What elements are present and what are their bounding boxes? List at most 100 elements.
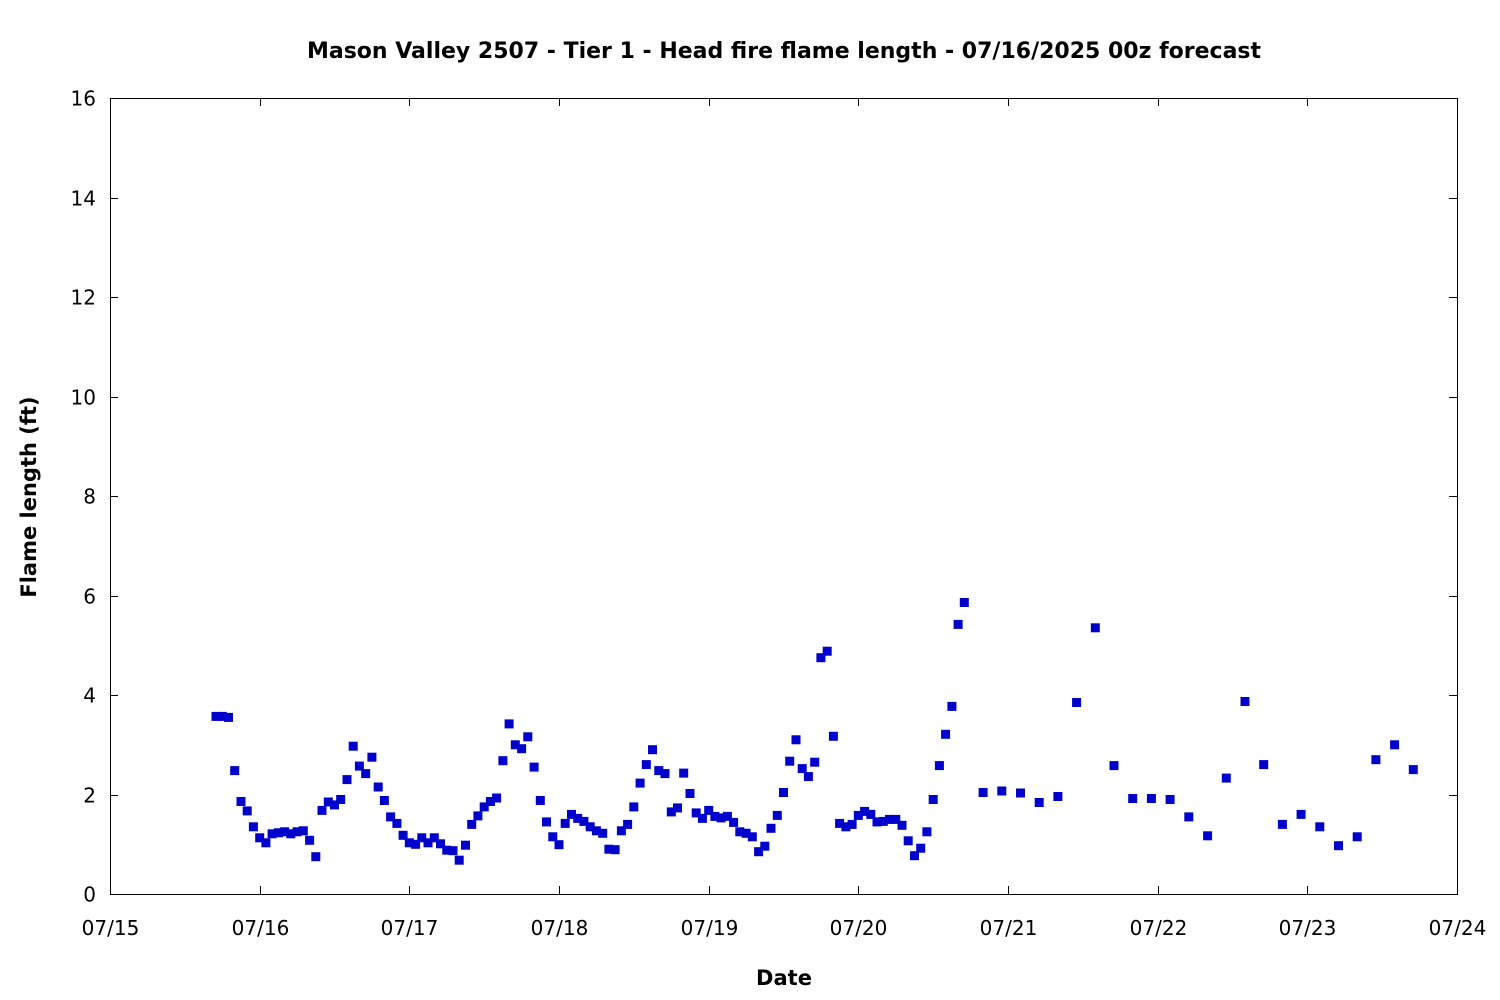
data-point [485,797,495,806]
data-point [305,835,315,845]
data-point [292,827,302,837]
data-point [785,756,795,766]
data-point [691,808,701,818]
data-point [828,731,838,741]
data-point [1184,812,1194,822]
data-point [916,843,926,853]
data-point [280,827,290,837]
plot-frame [110,98,1458,895]
x-tick-label: 07/18 [531,916,589,940]
data-point [479,802,489,812]
data-point [298,826,308,836]
data-point [754,847,764,857]
data-point [897,820,907,830]
data-point [255,833,265,843]
x-axis-label: Date [756,966,812,990]
chart-title: Mason Valley 2507 - Tier 1 - Head fire f… [307,39,1262,64]
data-point [1034,798,1044,807]
data-point [554,840,564,850]
data-point [523,732,533,742]
data-point [610,845,620,855]
data-point [947,701,957,711]
data-point [797,764,807,774]
y-tick-label: 16 [71,87,96,111]
data-point [729,817,739,827]
data-point [261,838,271,848]
data-point [317,805,327,815]
data-point [411,839,421,849]
y-tick-label: 6 [83,585,96,609]
data-point [1090,623,1100,633]
data-point [616,826,626,836]
data-point [922,827,932,837]
data-point [766,823,776,833]
data-point [273,828,283,838]
data-point [1296,809,1306,819]
data-point [498,756,508,766]
data-point [1146,794,1156,803]
data-point [510,740,520,750]
data-point [529,762,539,772]
data-point [835,818,845,828]
data-point [735,827,745,837]
x-tick-label: 07/19 [681,916,739,940]
data-point [573,813,583,823]
data-point [224,712,233,722]
data-point [716,813,726,823]
data-point [810,757,820,767]
data-point [267,829,277,839]
data-point [392,818,402,828]
data-point [928,795,938,804]
data-point [1221,773,1231,783]
data-point [685,789,695,798]
data-point [1334,841,1343,851]
x-tick-label: 07/17 [381,916,439,940]
data-point [891,814,901,824]
data-point [1165,795,1175,804]
data-point [354,761,364,771]
data-point [803,772,813,782]
data-point [517,744,527,754]
data-point [679,768,689,778]
data-point [941,729,951,739]
data-point [236,797,246,806]
data-point [461,840,470,850]
data-point [704,805,714,815]
data-point [373,782,383,792]
x-tick-label: 07/21 [980,916,1038,940]
data-point [779,788,788,797]
data-point [442,845,452,855]
data-point [673,803,682,813]
y-axis: 0 2 4 6 8 10 12 14 16 [71,87,1457,907]
data-point [1371,755,1381,765]
y-tick-label: 10 [71,386,96,410]
data-point [242,806,252,816]
data-point [361,769,371,779]
x-tick-label: 07/15 [82,916,140,940]
data-point [866,809,876,819]
data-point [286,829,296,839]
data-point [585,822,595,832]
data-point [860,806,870,816]
data-point [910,851,919,861]
data-point [311,852,321,862]
data-point [448,846,458,856]
data-point [629,802,639,812]
x-tick-label: 07/16 [232,916,290,940]
data-point [417,833,427,843]
data-point [641,760,651,770]
data-point [697,813,707,823]
data-point [423,838,433,848]
data-point [997,786,1007,796]
data-point [567,809,576,819]
data-point [741,828,751,838]
data-point [666,807,676,817]
data-point [1352,832,1362,842]
data-point [598,828,608,838]
data-point [1016,788,1025,798]
data-point [230,766,240,776]
data-point [542,817,551,827]
data-point [330,800,339,810]
data-point [473,811,483,821]
